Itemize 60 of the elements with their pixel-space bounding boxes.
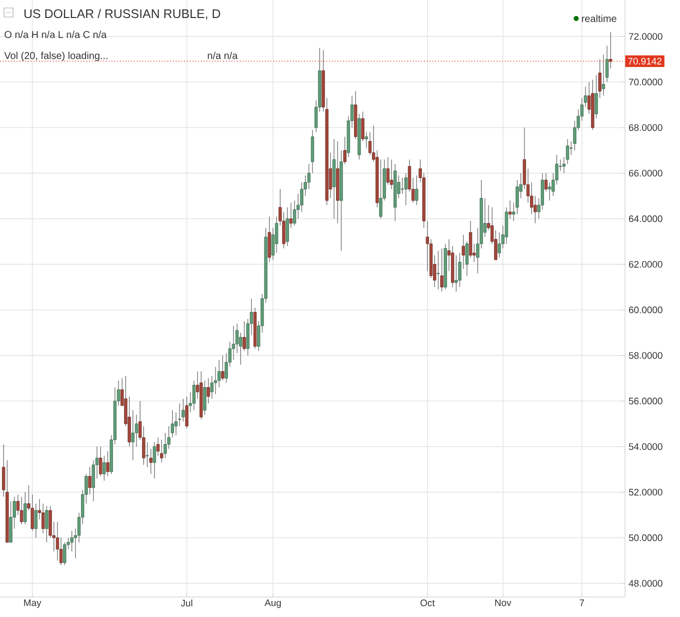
candlestick bbox=[548, 182, 552, 201]
y-tick-label: 50.0000 bbox=[628, 534, 662, 542]
candlestick bbox=[42, 503, 45, 534]
candlestick bbox=[106, 450, 110, 477]
candlestick bbox=[134, 414, 138, 447]
candlestick bbox=[400, 177, 404, 194]
candlestick bbox=[63, 542, 66, 566]
candlestick bbox=[174, 412, 178, 436]
x-tick-label: Aug bbox=[264, 600, 281, 608]
annotation: O n/a H n/a L n/a C n/a bbox=[4, 30, 107, 38]
annotation: realtime bbox=[582, 14, 616, 22]
candlestick bbox=[286, 207, 289, 246]
x-tick-label: Jul bbox=[180, 600, 192, 606]
candlestick bbox=[102, 455, 106, 482]
y-tick-label: 52.0000 bbox=[628, 488, 662, 496]
candlestick bbox=[56, 522, 60, 561]
y-tick-label: 62.0000 bbox=[629, 260, 662, 268]
candlestick bbox=[20, 496, 24, 524]
y-tick-label: 58.0000 bbox=[628, 352, 662, 359]
candlestick bbox=[289, 202, 293, 228]
y-tick-label: 60.0000 bbox=[629, 306, 662, 314]
candlestick bbox=[152, 442, 156, 479]
ref-line-label: 70.9142 bbox=[628, 58, 662, 65]
x-tick-label: May bbox=[24, 600, 42, 608]
candlestick bbox=[404, 172, 408, 206]
y-tick-label: 68.0000 bbox=[629, 124, 662, 131]
candlestick bbox=[609, 32, 612, 69]
candlestick bbox=[386, 156, 390, 185]
y-tick-label: 66.0000 bbox=[629, 170, 662, 177]
candlestick bbox=[602, 54, 606, 96]
candlestick bbox=[232, 326, 236, 360]
candlestick bbox=[508, 200, 512, 220]
x-tick-label: Oct bbox=[420, 600, 435, 606]
candlestick bbox=[292, 200, 296, 226]
y-tick-label: 54.0000 bbox=[628, 443, 662, 450]
annotation: Vol (20, false) loading... bbox=[4, 52, 108, 62]
candlestick bbox=[206, 378, 210, 404]
candlestick bbox=[45, 506, 48, 543]
candlestick bbox=[99, 446, 102, 477]
candlestick bbox=[436, 250, 440, 290]
x-tick-label: Nov bbox=[495, 600, 512, 606]
candlestick bbox=[390, 159, 394, 190]
candlestick bbox=[221, 355, 224, 381]
text: US DOLLAR / RUSSIAN RUBLE, D bbox=[24, 8, 220, 20]
y-tick-label: 70.0000 bbox=[629, 78, 662, 86]
annotation: n/a n/a bbox=[208, 52, 238, 60]
y-tick-label: 56.0000 bbox=[628, 398, 662, 404]
candlestick bbox=[182, 398, 185, 422]
candlestick bbox=[440, 248, 444, 292]
candlestick bbox=[131, 410, 134, 461]
candlestick bbox=[34, 503, 38, 538]
candlestick bbox=[88, 466, 92, 495]
y-tick-label: 64.0000 bbox=[629, 215, 662, 222]
x-tick-label: 7 bbox=[580, 600, 584, 606]
y-tick-label: 48.0000 bbox=[628, 580, 662, 587]
candlestick bbox=[203, 380, 206, 416]
candlestick bbox=[454, 254, 458, 292]
y-tick-label: 72.0000 bbox=[629, 33, 662, 40]
candlestick bbox=[185, 396, 188, 429]
candlestick bbox=[415, 175, 418, 206]
